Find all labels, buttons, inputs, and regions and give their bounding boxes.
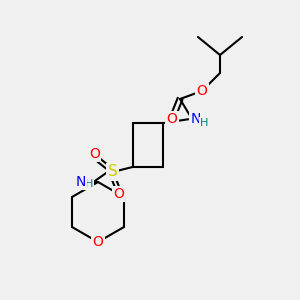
- Text: N: N: [75, 175, 86, 189]
- Text: H: H: [84, 179, 93, 189]
- Text: O: O: [167, 112, 177, 126]
- Text: S: S: [108, 164, 118, 179]
- Text: O: O: [89, 147, 100, 161]
- Text: H: H: [200, 118, 208, 128]
- Text: N: N: [191, 112, 201, 126]
- Text: O: O: [93, 235, 104, 249]
- Text: O: O: [196, 84, 207, 98]
- Text: O: O: [113, 187, 124, 201]
